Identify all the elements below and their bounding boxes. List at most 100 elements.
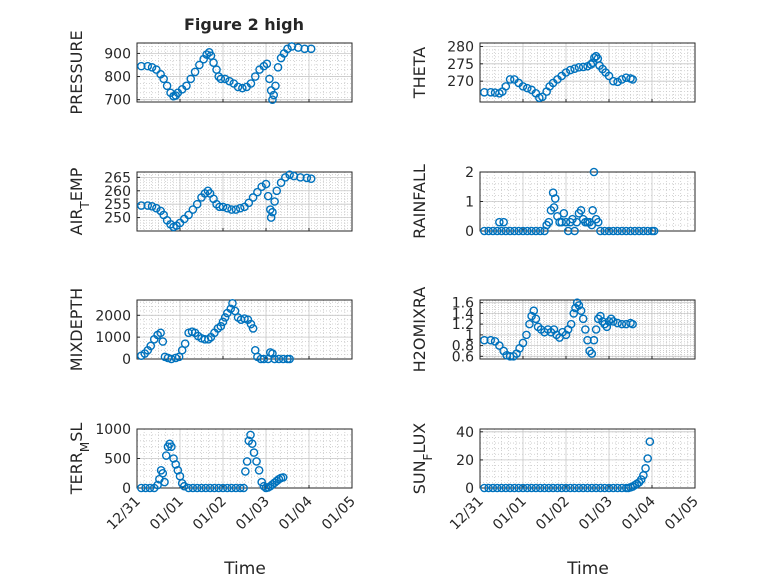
data-point xyxy=(241,467,250,476)
data-point xyxy=(613,226,622,236)
data-point xyxy=(604,483,614,493)
panel-mixdepth: 0 1000 2000 MIXDEPTH xyxy=(67,288,353,371)
data-point xyxy=(306,174,316,184)
data-point xyxy=(488,483,498,493)
data-point xyxy=(254,465,264,475)
y-axis-label: RAINFALL xyxy=(410,164,429,239)
data-point xyxy=(628,482,637,491)
plot-area xyxy=(137,300,352,359)
data-point xyxy=(262,59,272,69)
data-point xyxy=(548,483,558,493)
data-point xyxy=(214,483,223,493)
data-point xyxy=(249,448,259,457)
data-point xyxy=(613,318,622,328)
data-point xyxy=(184,483,193,493)
data-point xyxy=(242,457,252,466)
data-point xyxy=(180,339,190,349)
data-point xyxy=(617,75,627,84)
data-point xyxy=(510,483,519,493)
x-tick-label: 01/04 xyxy=(619,493,659,533)
data-point xyxy=(583,335,592,345)
data-point xyxy=(510,226,519,236)
data-point xyxy=(276,178,286,188)
y-tick-label: 40 xyxy=(456,425,474,441)
data-point xyxy=(167,354,176,364)
data-point xyxy=(265,74,274,84)
data-point xyxy=(563,226,573,236)
data-point xyxy=(278,354,288,364)
data-point xyxy=(479,335,489,345)
data-point xyxy=(227,205,236,214)
data-point xyxy=(146,341,156,351)
data-point xyxy=(235,203,245,213)
data-point xyxy=(216,321,226,331)
data-point xyxy=(583,483,592,493)
data-point xyxy=(218,202,228,212)
data-point xyxy=(550,194,560,203)
data-point xyxy=(628,319,637,329)
data-point xyxy=(495,341,504,350)
y-tick-label: 260 xyxy=(104,184,131,200)
data-point xyxy=(613,77,622,87)
series-points xyxy=(479,51,637,103)
data-point xyxy=(578,483,588,493)
data-point xyxy=(143,61,153,71)
series-points xyxy=(136,430,288,493)
data-point xyxy=(283,44,292,54)
data-point xyxy=(501,483,511,493)
data-point xyxy=(600,226,610,236)
data-point xyxy=(270,197,279,206)
data-point xyxy=(272,186,282,196)
data-point xyxy=(222,203,232,213)
y-tick-label: 1.6 xyxy=(452,296,474,312)
data-point xyxy=(527,311,536,321)
data-point xyxy=(523,83,532,93)
panel-h2omixra: 0.60.811.21.41.6 H2OMIXRA xyxy=(410,287,696,372)
data-point xyxy=(538,92,547,102)
grid-lines xyxy=(479,42,696,103)
panel-pressure: 700 800 900 PRESSURE xyxy=(67,30,353,115)
data-point xyxy=(527,483,536,493)
x-tick-label: 12/31 xyxy=(104,494,144,534)
data-point xyxy=(484,483,493,493)
data-point xyxy=(643,226,653,236)
y-tick-label: 275 xyxy=(447,57,474,73)
y-tick-label: 0 xyxy=(122,481,131,497)
data-point xyxy=(553,483,562,493)
figure-title: Figure 2 high xyxy=(184,15,304,34)
data-point xyxy=(235,483,245,493)
data-point xyxy=(145,483,155,493)
data-point xyxy=(586,60,596,69)
y-tick-label: 0 xyxy=(465,224,474,240)
data-point xyxy=(218,317,228,327)
data-point xyxy=(220,74,230,84)
data-point xyxy=(613,483,622,493)
axes-box xyxy=(479,299,696,360)
data-point xyxy=(205,483,215,493)
data-point xyxy=(152,203,161,213)
y-tick-label: 500 xyxy=(104,452,131,468)
data-point xyxy=(518,483,528,493)
data-point xyxy=(609,483,618,493)
x-tick-label: 01/01 xyxy=(147,494,187,534)
data-point xyxy=(273,62,283,72)
x-tick-label: 01/02 xyxy=(533,494,573,534)
data-point xyxy=(479,87,489,97)
data-point xyxy=(244,198,254,208)
data-point xyxy=(225,76,234,86)
y-tick-label: 2 xyxy=(465,165,474,181)
y-tick-label: 265 xyxy=(104,170,131,186)
series-points xyxy=(136,42,316,104)
data-point xyxy=(596,226,605,236)
data-point xyxy=(306,44,316,54)
y-tick-label: 1.2 xyxy=(452,317,474,333)
data-point xyxy=(587,349,597,358)
data-point xyxy=(268,95,277,104)
data-point xyxy=(602,322,612,332)
data-point xyxy=(617,319,627,329)
y-tick-label: 20 xyxy=(456,453,474,469)
data-point xyxy=(268,349,277,358)
data-point xyxy=(296,173,305,182)
data-point xyxy=(158,468,168,478)
y-tick-label: 1 xyxy=(465,328,474,344)
